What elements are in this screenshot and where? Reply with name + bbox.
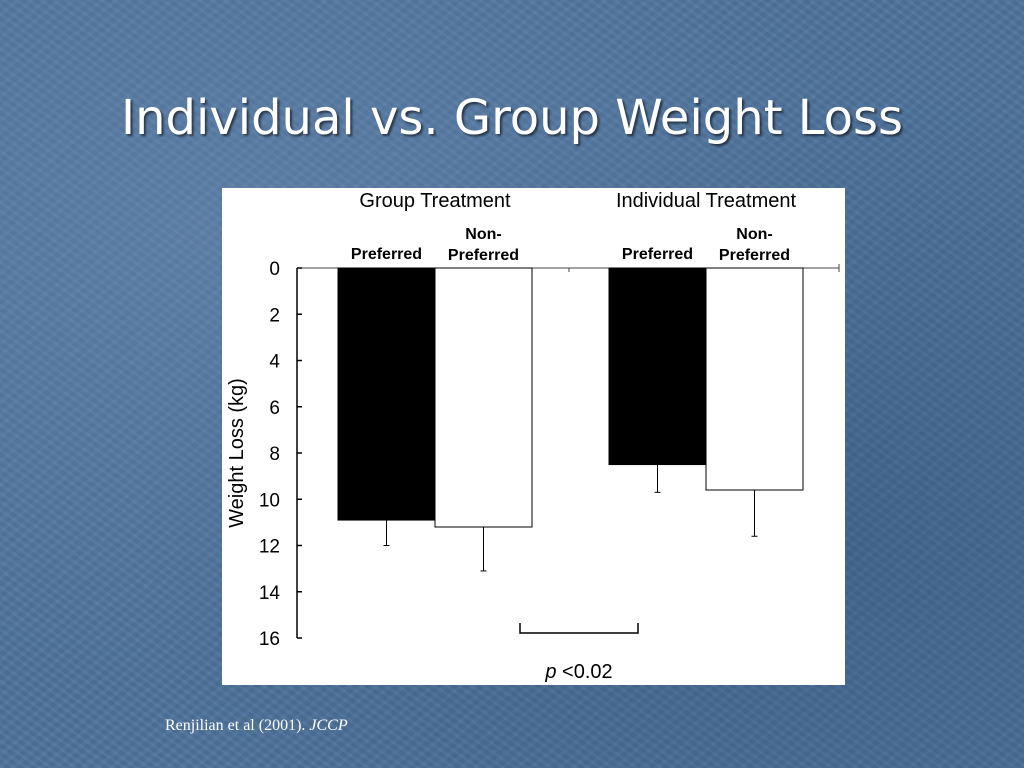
bar: [705, 267, 804, 491]
category-label: Preferred: [622, 246, 693, 263]
category-label: Non-: [465, 226, 501, 243]
significance-bracket: [519, 623, 639, 634]
group-label: Group Treatment: [359, 190, 511, 212]
y-tick-label: 10: [259, 490, 280, 511]
category-label: Preferred: [351, 246, 422, 263]
bar: [337, 267, 436, 521]
y-tick-label: 8: [269, 444, 280, 465]
p-value-annotation: p <0.02: [544, 661, 612, 683]
bar: [608, 267, 707, 466]
chart-panel: 0 2 4 6 8 10 12 14 16 Weight Loss (kg) Group Treat…: [222, 188, 845, 685]
slide-title: Individual vs. Group Weight Loss: [120, 90, 904, 146]
y-tick-label: 12: [259, 537, 280, 558]
category-label: Non-: [736, 226, 772, 243]
weight-loss-bar-chart: 0 2 4 6 8 10 12 14 16 Weight Loss (kg) Group Treat…: [226, 190, 840, 683]
group-label: Individual Treatment: [616, 190, 797, 212]
category-label: Preferred: [719, 247, 790, 264]
p-symbol: p: [544, 661, 556, 683]
bar: [434, 267, 533, 528]
y-axis-label: Weight Loss (kg): [226, 378, 248, 528]
category-label: Preferred: [448, 247, 519, 264]
p-value-text: <0.02: [556, 661, 612, 683]
y-tick-label: 16: [259, 629, 280, 650]
citation-journal: JCCP: [309, 717, 348, 734]
y-tick-label: 0: [269, 259, 280, 280]
y-tick-label: 6: [269, 398, 280, 419]
y-tick-label: 4: [269, 352, 280, 373]
y-tick-label: 14: [259, 583, 281, 604]
citation: Renjilian et al (2001). JCCP: [165, 717, 348, 735]
y-tick-label: 2: [269, 305, 280, 326]
citation-text: Renjilian et al (2001).: [165, 717, 310, 734]
